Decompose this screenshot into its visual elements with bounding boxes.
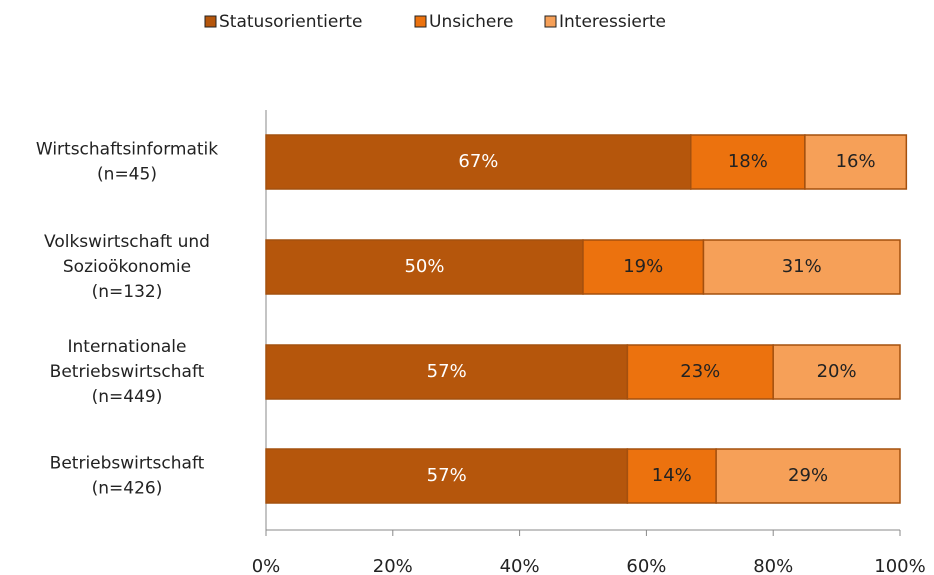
y-tick-label: Betriebswirtschaft <box>50 454 205 474</box>
data-label: 31% <box>782 256 822 277</box>
x-tick-label: 60% <box>626 556 666 575</box>
y-tick-label: Betriebswirtschaft <box>50 362 205 382</box>
bar-segment <box>690 134 806 190</box>
bar-segment <box>265 134 692 190</box>
bar-segment <box>626 448 717 504</box>
legend-swatch <box>544 15 557 28</box>
legend-label: Unsichere <box>429 12 513 32</box>
bar-segment <box>772 344 901 400</box>
bar-segment <box>702 239 901 295</box>
legend: Statusorientierte Unsichere Interessierte <box>204 12 666 32</box>
bar-segment <box>804 134 908 190</box>
x-tick-label: 20% <box>373 556 413 575</box>
y-tick-label: Volkswirtschaft und <box>44 232 210 252</box>
x-tick-label: 0% <box>252 556 281 575</box>
legend-label: Interessierte <box>559 12 666 32</box>
y-tick-label: (n=132) <box>92 282 163 302</box>
data-label: 18% <box>728 151 768 172</box>
data-label: 23% <box>680 361 720 382</box>
data-label: 50% <box>404 256 444 277</box>
y-tick-label: Internationale <box>68 337 187 357</box>
bar-segment <box>715 448 901 504</box>
data-label: 14% <box>652 465 692 486</box>
legend-label: Statusorientierte <box>219 12 362 32</box>
data-label: 67% <box>458 151 498 172</box>
y-tick-label: (n=426) <box>92 479 163 499</box>
y-tick-label: Sozioökonomie <box>63 257 191 277</box>
bar-segment <box>265 344 629 400</box>
legend-swatch <box>414 15 427 28</box>
x-tick-label: 100% <box>874 556 925 575</box>
data-label: 57% <box>427 465 467 486</box>
x-tick-label: 80% <box>753 556 793 575</box>
data-label: 19% <box>623 256 663 277</box>
data-label: 16% <box>836 151 876 172</box>
y-tick-label: Wirtschaftsinformatik <box>36 140 218 160</box>
x-tick-label: 40% <box>500 556 540 575</box>
data-label: 20% <box>817 361 857 382</box>
bar-segment <box>626 344 774 400</box>
y-tick-label: (n=45) <box>97 165 157 185</box>
data-label: 57% <box>427 361 467 382</box>
data-label: 29% <box>788 465 828 486</box>
y-tick-label: (n=449) <box>92 387 163 407</box>
legend-swatch <box>204 15 217 28</box>
